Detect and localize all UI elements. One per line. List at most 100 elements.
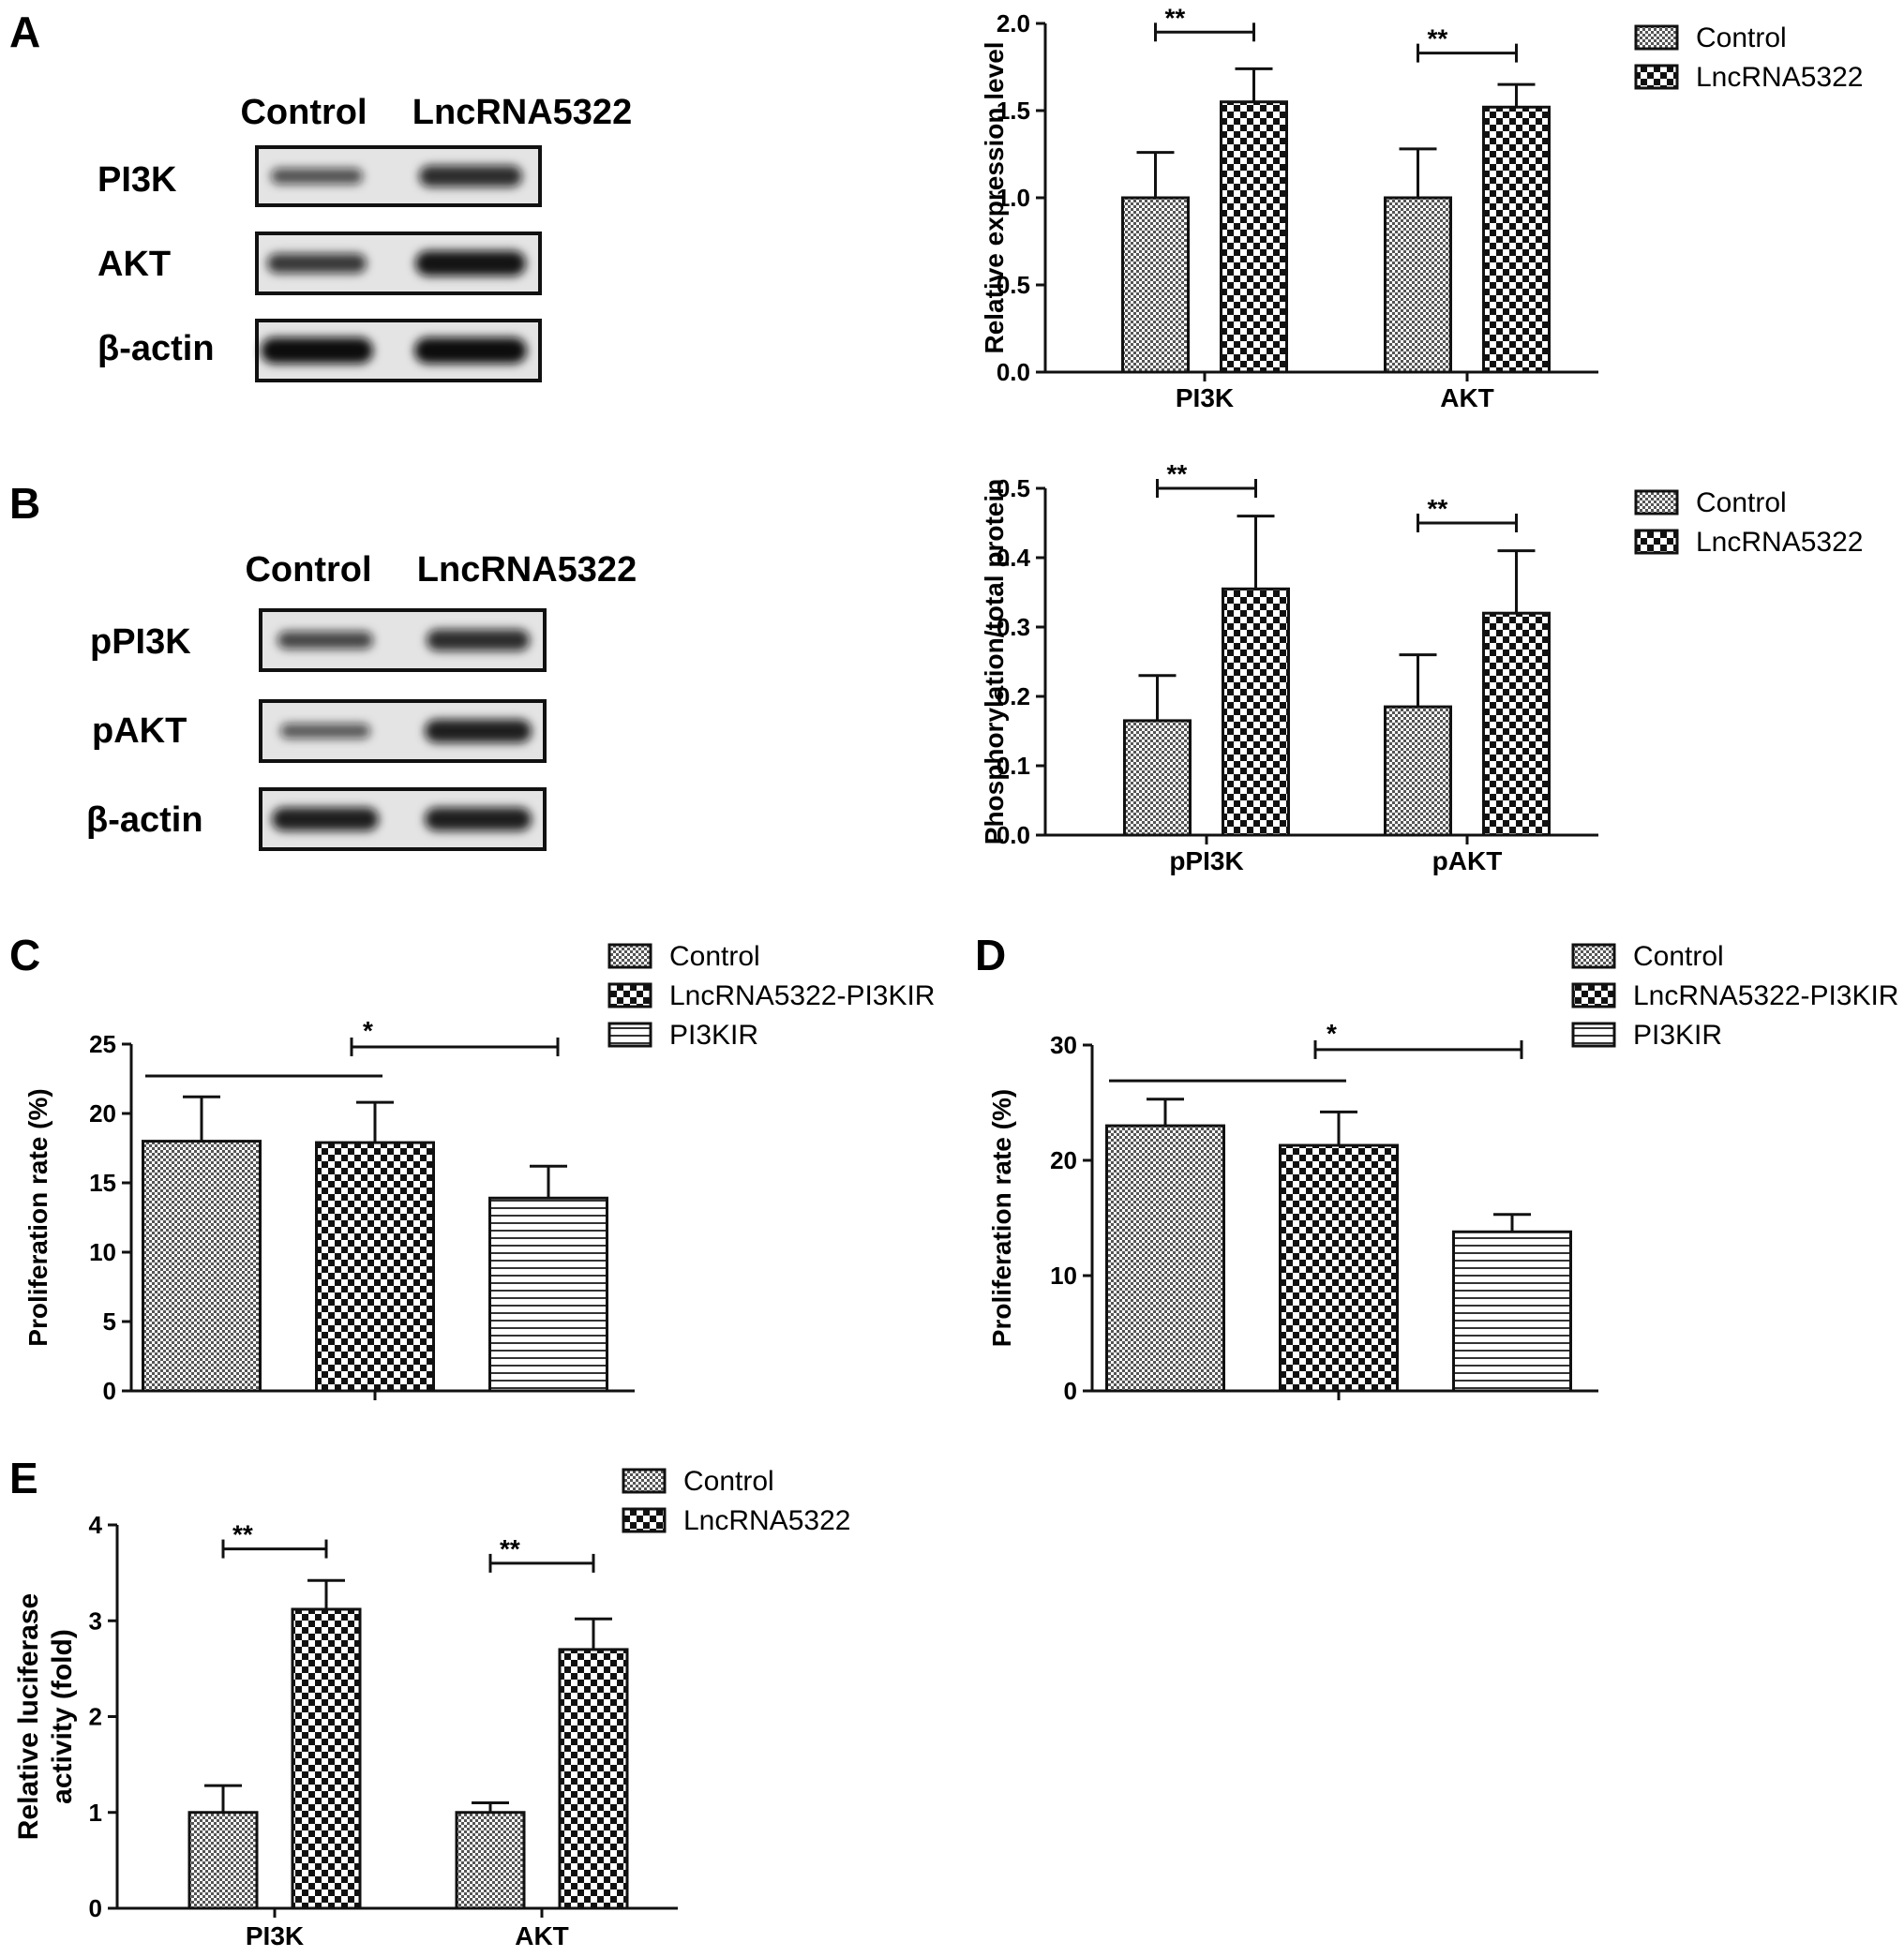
chart-b-y-tick-label: 0.3 — [997, 613, 1030, 641]
blot-b-band — [425, 719, 532, 743]
blot-a-band — [419, 165, 522, 187]
chart-a-legend-label: Control — [1696, 22, 1787, 53]
chart-a-y-tick-label: 0.5 — [997, 271, 1030, 299]
chart-b: 0.0 0.1 0.2 0.3 0.4 0.5Phosphorylation/total … — [980, 459, 1863, 875]
chart-e-x-tick-label: PI3K — [246, 1921, 304, 1950]
chart-d-y-tick-label: 10 — [1050, 1262, 1077, 1290]
panel-letter-e: E — [9, 1454, 38, 1502]
panel-letter-b: B — [9, 479, 40, 528]
chart-c-y-tick-label: 20 — [89, 1099, 116, 1128]
blot-b-band — [425, 807, 532, 831]
chart-e: 0 1 2 3 4 Relative luciferase activity (fold) P… — [13, 1466, 850, 1950]
blot-b-lane-control: Control — [245, 550, 371, 590]
chart-a-y-tick-label: 0.0 — [997, 358, 1030, 386]
chart-c-legend-swatch — [607, 943, 652, 969]
blot-b-band — [272, 807, 379, 831]
chart-e-legend-label: Control — [683, 1466, 774, 1497]
chart-a-bar — [1482, 105, 1551, 374]
chart-e-legend-swatch — [622, 1507, 667, 1533]
chart-c-bar — [315, 1141, 435, 1393]
chart-a-y-tick-label: 1.5 — [997, 97, 1030, 125]
blot-a-lane-lncrna5322: LncRNA5322 — [412, 93, 632, 132]
western-blot-a: Control LncRNA5322 PI3K AKT β-actin — [97, 93, 632, 382]
chart-a-y-tick-label: 2.0 — [997, 9, 1030, 37]
chart-c-legend-swatch — [607, 982, 652, 1008]
chart-e-significance-label: ** — [500, 1534, 520, 1563]
chart-b-significance-label: ** — [1167, 459, 1188, 488]
chart-b-legend-label: LncRNA5322 — [1696, 527, 1863, 558]
chart-b-significance-label: ** — [1428, 494, 1448, 523]
chart-e-y-axis-label: Relative luciferase activity (fold) — [13, 1593, 78, 1840]
chart-b-legend-swatch — [1634, 529, 1679, 555]
chart-a-bar — [1121, 196, 1190, 374]
chart-e-bar — [187, 1811, 259, 1910]
chart-a-y-tick-label: 1.0 — [997, 184, 1030, 212]
blot-b-lane-lncrna5322: LncRNA5322 — [417, 550, 637, 590]
chart-c-legend-swatch — [607, 1022, 652, 1048]
blot-a-row-label: PI3K — [97, 160, 177, 200]
chart-b-y-tick-label: 0.4 — [997, 544, 1031, 572]
blot-b-row-label: β-actin — [86, 800, 203, 840]
chart-d-y-tick-label: 0 — [1064, 1377, 1077, 1405]
chart-a-legend: Control LncRNA5322 — [1634, 22, 1863, 93]
chart-e-legend: Control LncRNA5322 — [622, 1466, 850, 1536]
chart-c-legend-label: Control — [669, 941, 760, 972]
chart-b-legend: Control LncRNA5322 — [1634, 487, 1863, 558]
chart-d-y-tick-label: 30 — [1050, 1031, 1077, 1059]
chart-b-x-tick-label: pAKT — [1432, 846, 1503, 875]
panel-letter-a: A — [9, 7, 40, 56]
blot-b-band — [277, 631, 373, 650]
chart-d-y-tick-label: 20 — [1050, 1146, 1077, 1174]
chart-d-significance-label: * — [1327, 1019, 1337, 1048]
blot-a-lane-control: Control — [240, 93, 367, 132]
chart-c-y-tick-label: 25 — [89, 1030, 116, 1058]
chart-c-y-tick-label: 0 — [103, 1377, 116, 1405]
chart-c-y-tick-label: 15 — [89, 1169, 116, 1197]
chart-e-y-tick-label: 0 — [89, 1894, 102, 1922]
chart-a: 0.0 0.5 1.0 1.5 2.0 Relative expression level… — [980, 3, 1863, 412]
chart-a-bar — [1384, 196, 1452, 374]
chart-d-legend-swatch — [1571, 1022, 1616, 1048]
blot-a-row-label: AKT — [97, 245, 171, 284]
chart-b-legend-swatch — [1634, 489, 1679, 515]
blot-b-row-label: pAKT — [92, 711, 187, 751]
chart-b-bar — [1123, 719, 1192, 837]
chart-e-bar — [455, 1811, 526, 1910]
chart-b-bar — [1222, 587, 1290, 837]
chart-c-y-tick-label: 5 — [103, 1307, 116, 1336]
blot-b-band — [427, 629, 530, 651]
chart-a-x-tick-label: PI3K — [1176, 383, 1234, 412]
chart-e-y-tick-label: 2 — [89, 1703, 102, 1731]
panel-letter-c: C — [9, 931, 40, 979]
chart-c-y-tick-label: 10 — [89, 1238, 116, 1266]
blot-a-band — [261, 337, 373, 364]
charts: 0.0 0.5 1.0 1.5 2.0 Relative expression level… — [13, 3, 1898, 1950]
blot-a-bands — [261, 165, 527, 364]
chart-d-legend-label: LncRNA5322-PI3KIR — [1633, 980, 1898, 1011]
chart-a-legend-label: LncRNA5322 — [1696, 62, 1863, 93]
chart-b-bar — [1482, 611, 1551, 837]
chart-d: 0 10 20 30 Proliferation rate (%) * Control Lnc… — [987, 941, 1898, 1405]
chart-a-significance-label: ** — [1428, 24, 1448, 53]
chart-e-bar — [558, 1648, 629, 1910]
blot-b-row-label: pPI3K — [90, 622, 191, 662]
chart-d-bar — [1279, 1143, 1399, 1393]
chart-c-bar — [142, 1140, 262, 1393]
chart-c-bar — [488, 1196, 608, 1393]
chart-d-legend-swatch — [1571, 943, 1616, 969]
western-blot-b: Control LncRNA5322 pPI3K pAKT β-actin — [86, 550, 637, 851]
chart-d-legend-label: Control — [1633, 941, 1724, 972]
chart-e-legend-label: LncRNA5322 — [683, 1505, 850, 1536]
blot-b-band — [280, 724, 370, 739]
chart-b-y-tick-label: 0.1 — [997, 752, 1030, 780]
chart-d-bar — [1452, 1230, 1572, 1393]
blot-a-band — [267, 253, 367, 274]
chart-c-legend: Control LncRNA5322-PI3KIR PI3KIR — [607, 941, 935, 1051]
chart-e-y-tick-label: 1 — [89, 1799, 102, 1827]
chart-a-legend-swatch — [1634, 64, 1679, 90]
chart-c-legend-label: PI3KIR — [669, 1020, 758, 1051]
chart-d-legend-label: PI3KIR — [1633, 1020, 1722, 1051]
chart-a-bar — [1220, 100, 1288, 374]
chart-a-legend-swatch — [1634, 24, 1679, 51]
